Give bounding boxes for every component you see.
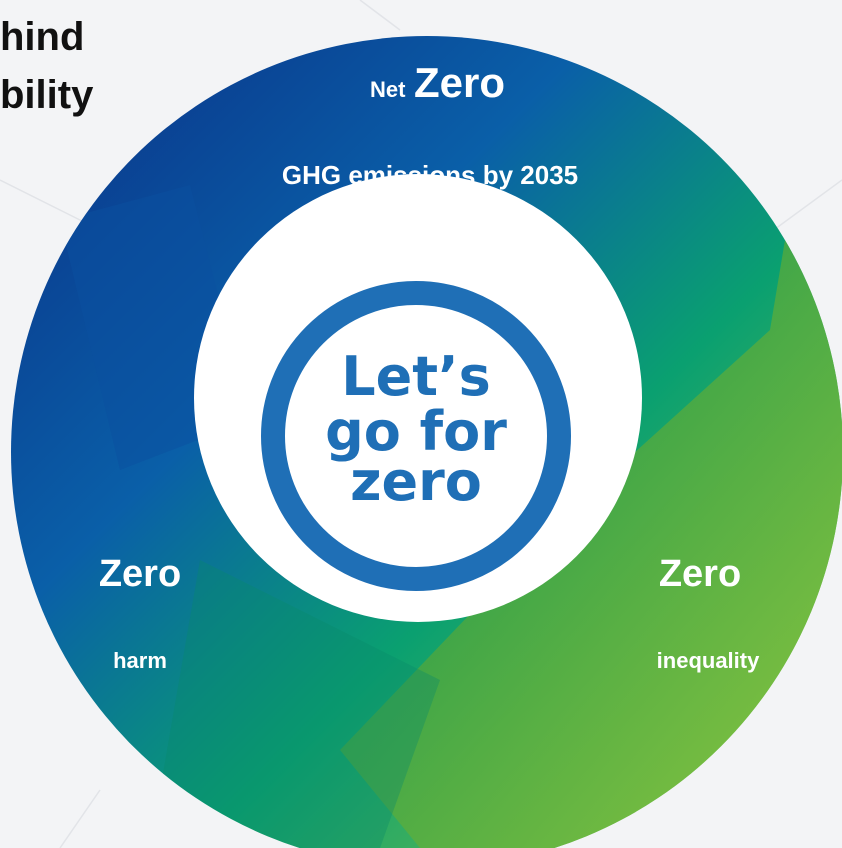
segment-description: inequality <box>657 648 760 673</box>
segment-label: Zero <box>99 553 181 595</box>
title-line: hind <box>0 15 84 59</box>
segment-description: harm <box>113 648 167 673</box>
logo-line: zero <box>350 450 482 513</box>
title-line: bility <box>0 73 94 117</box>
logo-ring <box>261 281 571 591</box>
segment-prefix: Net <box>370 77 406 102</box>
logo-line: go for <box>325 400 507 463</box>
logo-line: Let’s <box>341 345 491 408</box>
segment-label: Zero <box>659 553 741 595</box>
segment-description: GHG emissions by 2035 <box>282 160 578 190</box>
segment-label: Zero <box>414 59 505 106</box>
